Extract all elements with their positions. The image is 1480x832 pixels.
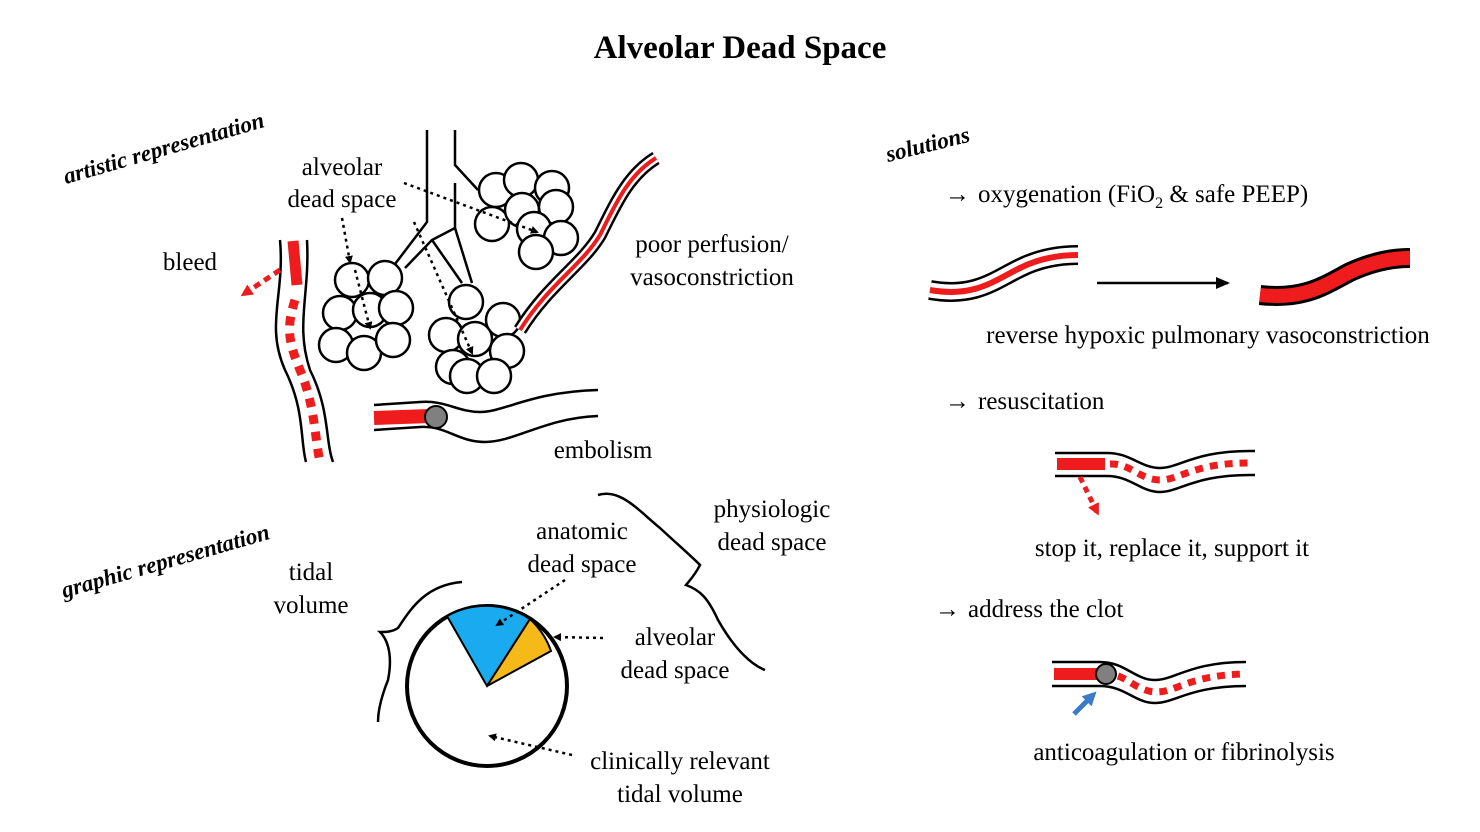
dead-space-pointers <box>340 181 539 355</box>
oxygenation-label: oxygenation (FiO2 & safe PEEP) <box>978 181 1308 212</box>
clot-arrow-icon: → <box>935 596 960 623</box>
oxygenation-arrow-icon: → <box>945 181 970 208</box>
alveoli-cluster-upper <box>473 161 580 271</box>
clotted-vessel-small <box>1052 660 1247 716</box>
address-clot-label: address the clot <box>968 596 1124 623</box>
embolism-label: embolism <box>554 437 653 464</box>
alveoli-cluster-left <box>317 259 415 372</box>
alveoli-cluster-middle <box>427 283 526 395</box>
page-title: Alveolar Dead Space <box>594 30 887 66</box>
bleed-label: bleed <box>163 249 218 276</box>
reverse-hpv-label: reverse hypoxic pulmonary vasoconstricti… <box>986 322 1430 349</box>
physiologic-dead-space-label-2: dead space <box>718 529 827 556</box>
anatomic-dead-space-slice <box>445 604 532 688</box>
poor-perfusion-label-1: poor perfusion/ <box>635 231 788 258</box>
constricted-vessel-before <box>928 245 1079 302</box>
alveolar-dead-space-label-2: dead space <box>288 186 397 213</box>
alveolar-dead-space-slice <box>486 617 553 687</box>
clinical-tidal-volume-label-1: clinically relevant <box>590 748 770 775</box>
bleeding-vessel-small <box>1055 449 1256 516</box>
anatomic-dead-space-label-2: dead space <box>528 551 637 578</box>
graphic-heading: graphic representation <box>58 519 273 603</box>
clot-icon <box>424 405 448 429</box>
anticoagulation-label: anticoagulation or fibrinolysis <box>1033 739 1334 766</box>
tidal-volume-label-2: volume <box>274 592 349 619</box>
clot-small-icon <box>1095 663 1117 685</box>
airway-tree <box>391 130 479 284</box>
bleeding-vessel <box>240 239 335 463</box>
stop-it-label: stop it, replace it, support it <box>1035 535 1309 562</box>
clot-target-arrow <box>1072 691 1097 716</box>
alveolar-dead-space-pie-label-2: dead space <box>621 657 730 684</box>
anatomic-dead-space-label-1: anatomic <box>536 518 628 545</box>
physiologic-brace <box>597 492 766 672</box>
alveolar-dead-space-label-1: alveolar <box>302 154 383 181</box>
vasoconstricted-vessel <box>514 152 660 334</box>
tidal-volume-label-1: tidal <box>289 559 333 586</box>
artistic-heading: artistic representation <box>60 108 267 189</box>
tidal-volume-brace <box>376 580 463 723</box>
solutions-heading: solutions <box>882 122 972 167</box>
pie-pointers <box>488 578 604 757</box>
resuscitation-arrow-icon: → <box>945 388 970 415</box>
tidal-volume-pie <box>405 604 569 768</box>
dilated-vessel-after <box>1258 248 1411 306</box>
resuscitation-label: resuscitation <box>978 388 1105 415</box>
poor-perfusion-label-2: vasoconstriction <box>630 264 794 291</box>
physiologic-dead-space-label-1: physiologic <box>714 496 831 523</box>
embolism-vessel <box>373 388 599 444</box>
alveolar-dead-space-pie-label-1: alveolar <box>635 624 716 651</box>
clinical-tidal-volume-label-2: tidal volume <box>617 781 743 808</box>
